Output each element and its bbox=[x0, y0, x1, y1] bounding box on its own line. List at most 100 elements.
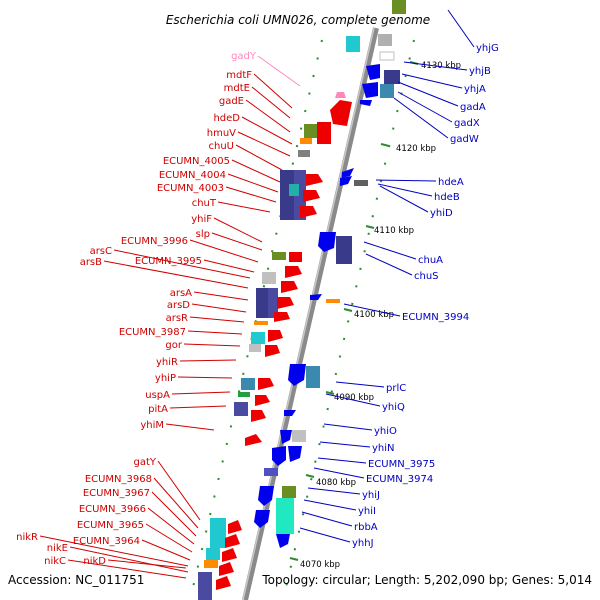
gene-box bbox=[346, 36, 360, 52]
gene-label: nikD bbox=[83, 556, 106, 567]
gene-arrow bbox=[225, 534, 240, 548]
gene-label: nikC bbox=[44, 556, 66, 567]
label-connector bbox=[447, 9, 475, 48]
label-connector bbox=[193, 291, 249, 301]
gene-label: ECUMN_3975 bbox=[368, 459, 435, 470]
gene-box bbox=[280, 170, 294, 220]
label-connector bbox=[253, 73, 293, 109]
gene-arrow bbox=[268, 330, 283, 342]
kbp-label: 4090 kbp bbox=[334, 393, 374, 403]
gene-box bbox=[234, 402, 248, 416]
label-connector bbox=[251, 86, 291, 119]
gene-label: chuT bbox=[192, 198, 217, 209]
map-title: Escherichia coli UMN026, complete genome bbox=[166, 13, 430, 27]
kbp-label: 4070 kbp bbox=[300, 560, 340, 570]
gene-arrow bbox=[272, 446, 286, 466]
kbp-label: 4110 kbp bbox=[374, 226, 414, 236]
label-connector bbox=[217, 201, 271, 213]
label-connector bbox=[183, 343, 241, 347]
gene-label: yhhJ bbox=[352, 538, 374, 549]
gene-label: ECUMN_4003 bbox=[157, 183, 224, 194]
gene-label: yhjG bbox=[476, 43, 499, 54]
gene-box bbox=[380, 84, 394, 98]
label-connector bbox=[153, 477, 199, 529]
label-connector bbox=[325, 393, 381, 407]
gene-label: gadE bbox=[219, 96, 244, 107]
gene-label: mdtF bbox=[226, 70, 252, 81]
kbp-label: 4100 kbp bbox=[354, 310, 394, 320]
label-connector bbox=[319, 441, 371, 448]
label-connector bbox=[213, 217, 263, 243]
gene-box bbox=[238, 392, 250, 397]
gene-box bbox=[289, 184, 299, 196]
gene-box bbox=[241, 378, 255, 390]
label-connector bbox=[157, 460, 201, 521]
label-connector bbox=[379, 185, 429, 213]
label-connector bbox=[363, 241, 417, 260]
kbp-tick bbox=[289, 557, 299, 561]
label-connector bbox=[237, 131, 291, 157]
gene-label: ECUMN_3965 bbox=[77, 520, 144, 531]
label-connector bbox=[141, 539, 191, 561]
gene-box bbox=[204, 560, 218, 568]
label-connector bbox=[227, 173, 279, 193]
gene-box bbox=[198, 572, 212, 600]
gene-arrow bbox=[306, 174, 323, 186]
gene-arrow bbox=[310, 294, 322, 300]
gene-label: ECUMN_3968 bbox=[85, 474, 152, 485]
label-connector bbox=[165, 423, 215, 431]
left-gene-labels: gadY mdtF mdtE gadE hdeD hmuV chuU ECUMN… bbox=[16, 51, 257, 567]
gene-arrow bbox=[366, 64, 380, 80]
label-connector bbox=[317, 457, 367, 464]
gene-box bbox=[249, 344, 261, 352]
gene-label: arsR bbox=[166, 313, 188, 324]
gene-box bbox=[272, 252, 286, 260]
gene-label: yhiM bbox=[140, 420, 164, 431]
gene-label: chuS bbox=[414, 271, 439, 282]
label-connector bbox=[69, 546, 189, 573]
gene-label: arsA bbox=[170, 288, 192, 299]
gene-label: arsC bbox=[90, 246, 112, 257]
track-guide-outer-right bbox=[282, 39, 415, 600]
gene-arrow bbox=[274, 312, 290, 322]
gene-arrow bbox=[265, 345, 280, 357]
gene-box bbox=[300, 138, 312, 144]
gene-arrow bbox=[228, 520, 242, 534]
gene-label: chuU bbox=[209, 141, 235, 152]
gene-label: hdeD bbox=[213, 113, 240, 124]
gene-box bbox=[282, 486, 296, 498]
label-connector bbox=[107, 559, 187, 569]
gene-arrow bbox=[318, 232, 336, 252]
left-connectors bbox=[39, 55, 301, 579]
label-connector bbox=[343, 303, 401, 317]
right-connectors bbox=[299, 9, 475, 543]
label-connector bbox=[301, 511, 353, 527]
kbp-tick bbox=[380, 143, 390, 147]
label-connector bbox=[187, 330, 243, 335]
gene-label: ECUMN_3996 bbox=[121, 236, 188, 247]
right-gene-labels: yhjG yhjB yhjA gadA gadX gadW hdeA hdeB … bbox=[352, 43, 499, 549]
label-connector bbox=[313, 467, 365, 479]
label-connector bbox=[375, 179, 437, 182]
kbp-tick bbox=[325, 391, 335, 395]
kbp-scale: 4130 kbp 4120 kbp 4110 kbp 4100 kbp 4090… bbox=[289, 61, 461, 570]
label-connector bbox=[241, 116, 293, 145]
gene-label: prlC bbox=[386, 383, 406, 394]
gene-box bbox=[306, 366, 320, 388]
gene-label: arsD bbox=[167, 300, 190, 311]
gene-arrow bbox=[288, 446, 302, 462]
gene-arrow bbox=[258, 378, 274, 390]
label-connector bbox=[323, 423, 373, 431]
gene-box bbox=[378, 34, 392, 46]
label-connector bbox=[397, 81, 459, 107]
gene-arrow bbox=[285, 266, 302, 278]
gene-label: ECUMN_3967 bbox=[83, 488, 150, 499]
label-connector bbox=[151, 491, 197, 537]
gene-label: yhjB bbox=[469, 66, 491, 77]
gene-arrow bbox=[281, 281, 298, 293]
gene-box bbox=[264, 468, 278, 476]
gene-label: ECUMN_3964 bbox=[73, 536, 140, 547]
label-connector bbox=[147, 507, 195, 545]
gene-arrow bbox=[289, 252, 302, 262]
